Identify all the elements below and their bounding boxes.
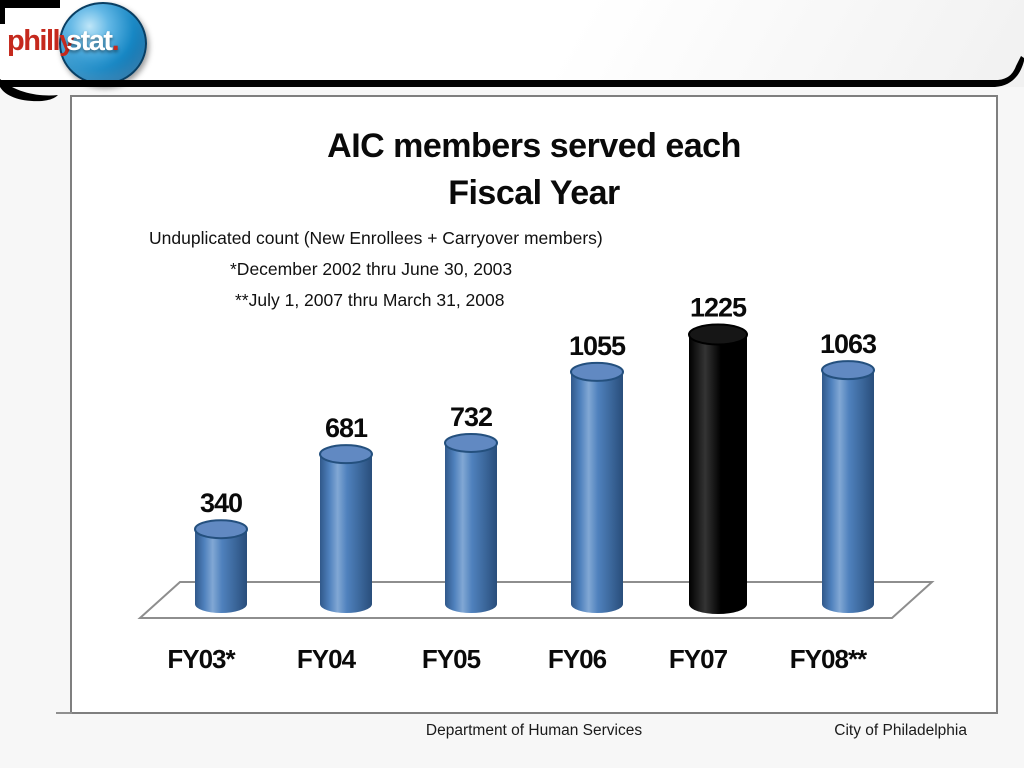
bar-top-disk: [194, 519, 248, 540]
chart-title-line2: Fiscal Year: [448, 174, 620, 212]
bar-top-disk: [319, 444, 373, 465]
value-label-FY05: 732: [450, 402, 492, 432]
category-label-FY08**: FY08**: [790, 644, 868, 674]
bar-top-disk: [444, 432, 498, 453]
bar-cylinder-FY07: [689, 334, 747, 614]
category-label-FY07: FY07: [669, 644, 728, 674]
floor-plane: [137, 581, 935, 619]
annotation-unduplicated-count: Unduplicated count (New Enrollees + Carr…: [149, 228, 603, 248]
phillystat-logo: philly stat.: [0, 0, 150, 86]
bar-cylinder-FY05: [445, 442, 497, 613]
logo-dot: .: [111, 25, 120, 57]
bar-top-disk: [688, 323, 748, 346]
category-label-FY03*: FY03*: [167, 644, 236, 674]
chart-title: AIC members served each Fiscal Year: [72, 123, 996, 217]
footer-city: City of Philadelphia: [834, 722, 967, 739]
header-corner-decoration: [0, 0, 5, 24]
bar-cylinder-FY06: [571, 371, 623, 613]
bar-top-disk: [821, 360, 875, 381]
value-label-FY06: 1055: [569, 331, 626, 361]
category-label-FY06: FY06: [548, 644, 607, 674]
bar-cylinder-FY03*: [195, 529, 247, 613]
chart-title-line1: AIC members served each: [327, 127, 741, 165]
footer-department: Department of Human Services: [425, 722, 643, 739]
card-tick-decoration: [56, 712, 72, 714]
header-corner-decoration: [0, 0, 60, 8]
logo-text-stat: stat.: [66, 25, 120, 58]
category-label-FY04: FY04: [297, 644, 357, 674]
logo-text-philly: philly: [7, 25, 75, 57]
value-label-FY07: 1225: [690, 293, 747, 323]
header-band: philly stat.: [0, 0, 1024, 102]
annotation-fy08-note: **July 1, 2007 thru March 31, 2008: [235, 290, 505, 310]
bar-chart-plot: 340 FY03* 681 FY04 732 FY05 1055 FY06 1225 FY07 10…: [137, 293, 935, 674]
category-label-FY05: FY05: [422, 644, 481, 674]
value-label-FY04: 681: [325, 413, 368, 443]
chart-card: 340 FY03* 681 FY04 732 FY05 1055 FY06 1225 FY07 10…: [70, 95, 998, 714]
annotation-fy03-note: *December 2002 thru June 30, 2003: [230, 259, 513, 279]
logo-stat-word: stat: [66, 25, 113, 57]
value-label-FY08**: 1063: [820, 329, 877, 359]
bar-top-disk: [570, 361, 624, 382]
value-label-FY03*: 340: [200, 488, 242, 518]
bar-cylinder-FY08**: [822, 370, 874, 613]
bar-cylinder-FY04: [320, 454, 372, 613]
